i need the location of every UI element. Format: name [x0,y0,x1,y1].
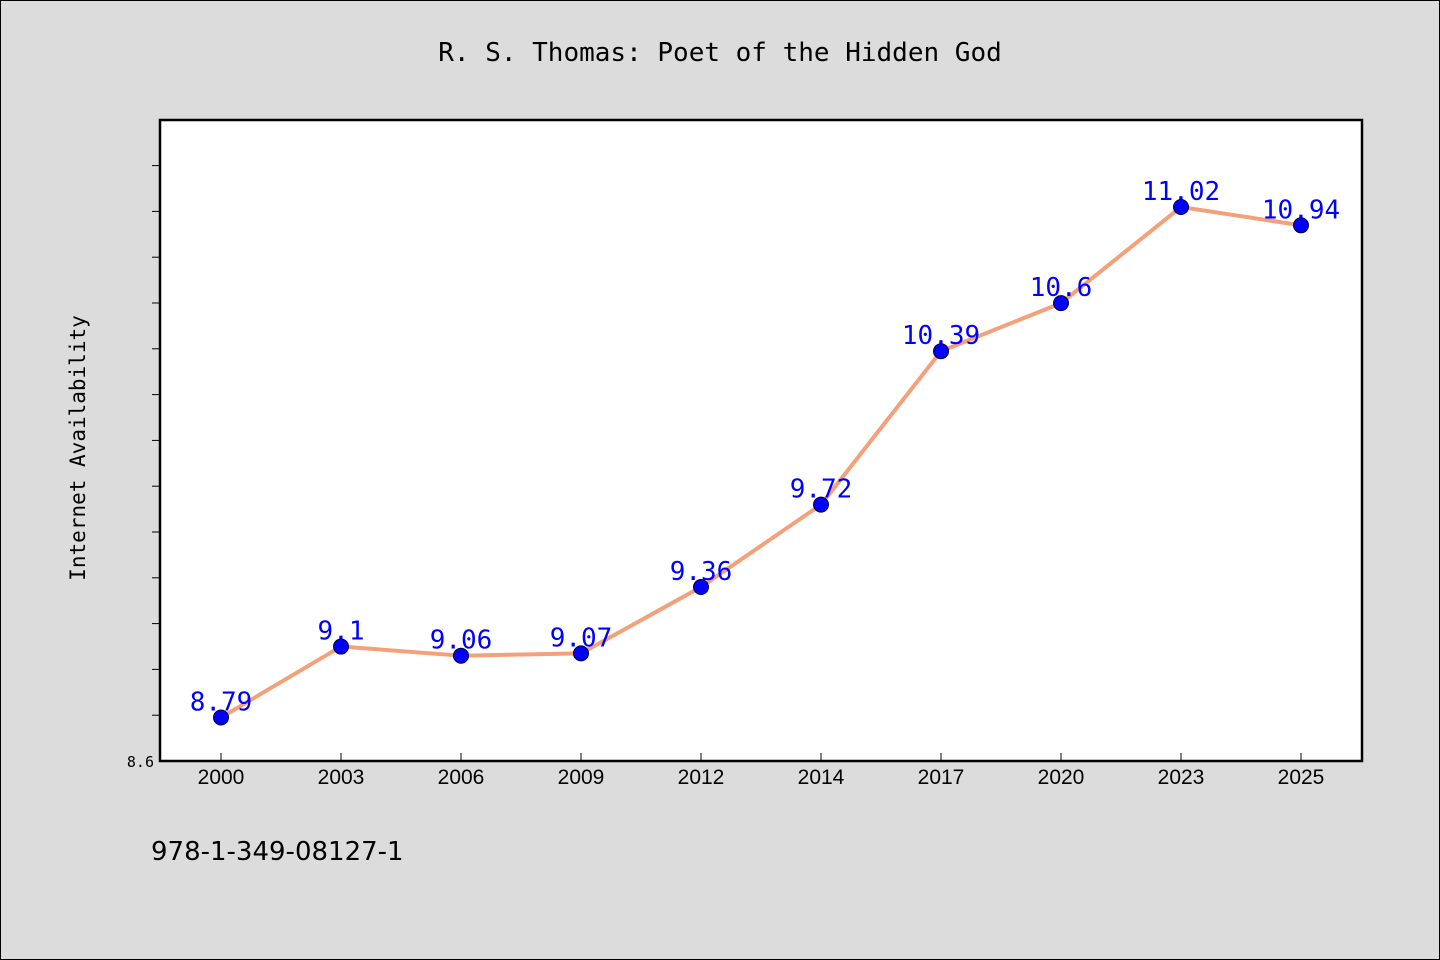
data-point-marker [1053,295,1069,312]
y-axis-ticks: 8.6 [127,165,160,771]
data-point-marker [573,645,589,662]
x-tick-label: 2023 [1158,766,1205,789]
data-point-marker [813,496,829,513]
x-tick-label: 2003 [318,766,365,789]
chart-title: R. S. Thomas: Poet of the Hidden God [438,38,1002,68]
isbn-caption: 978-1-349-08127-1 [151,837,404,867]
data-point-marker [933,343,949,360]
y-tick-label: 8.6 [127,753,154,771]
data-point-marker [1173,198,1189,215]
data-point-marker [213,709,229,726]
x-tick-label: 2017 [918,766,965,789]
data-point-marker [333,638,349,655]
x-tick-label: 2025 [1278,766,1325,789]
series-layer: 8.799.1 9.06 9.079.369.7210.3910.611.0210.… [190,177,1340,726]
data-point-marker [693,579,709,596]
x-tick-label: 2020 [1038,766,1085,789]
x-tick-label: 2006 [438,766,485,789]
x-tick-label: 2000 [198,766,245,789]
x-tick-label: 2012 [678,766,725,789]
y-axis-label: Internet Availability [66,315,90,581]
data-point-marker [453,647,469,664]
x-axis-ticks: 2000 2003 2006 2009 2012 2014 2017 2020 2023 2025 [198,753,1325,789]
plot-area [158,118,1364,763]
x-tick-label: 2014 [798,766,845,789]
data-point-marker [1293,217,1309,234]
x-tick-label: 2009 [558,766,605,789]
series-line [219,204,1303,720]
